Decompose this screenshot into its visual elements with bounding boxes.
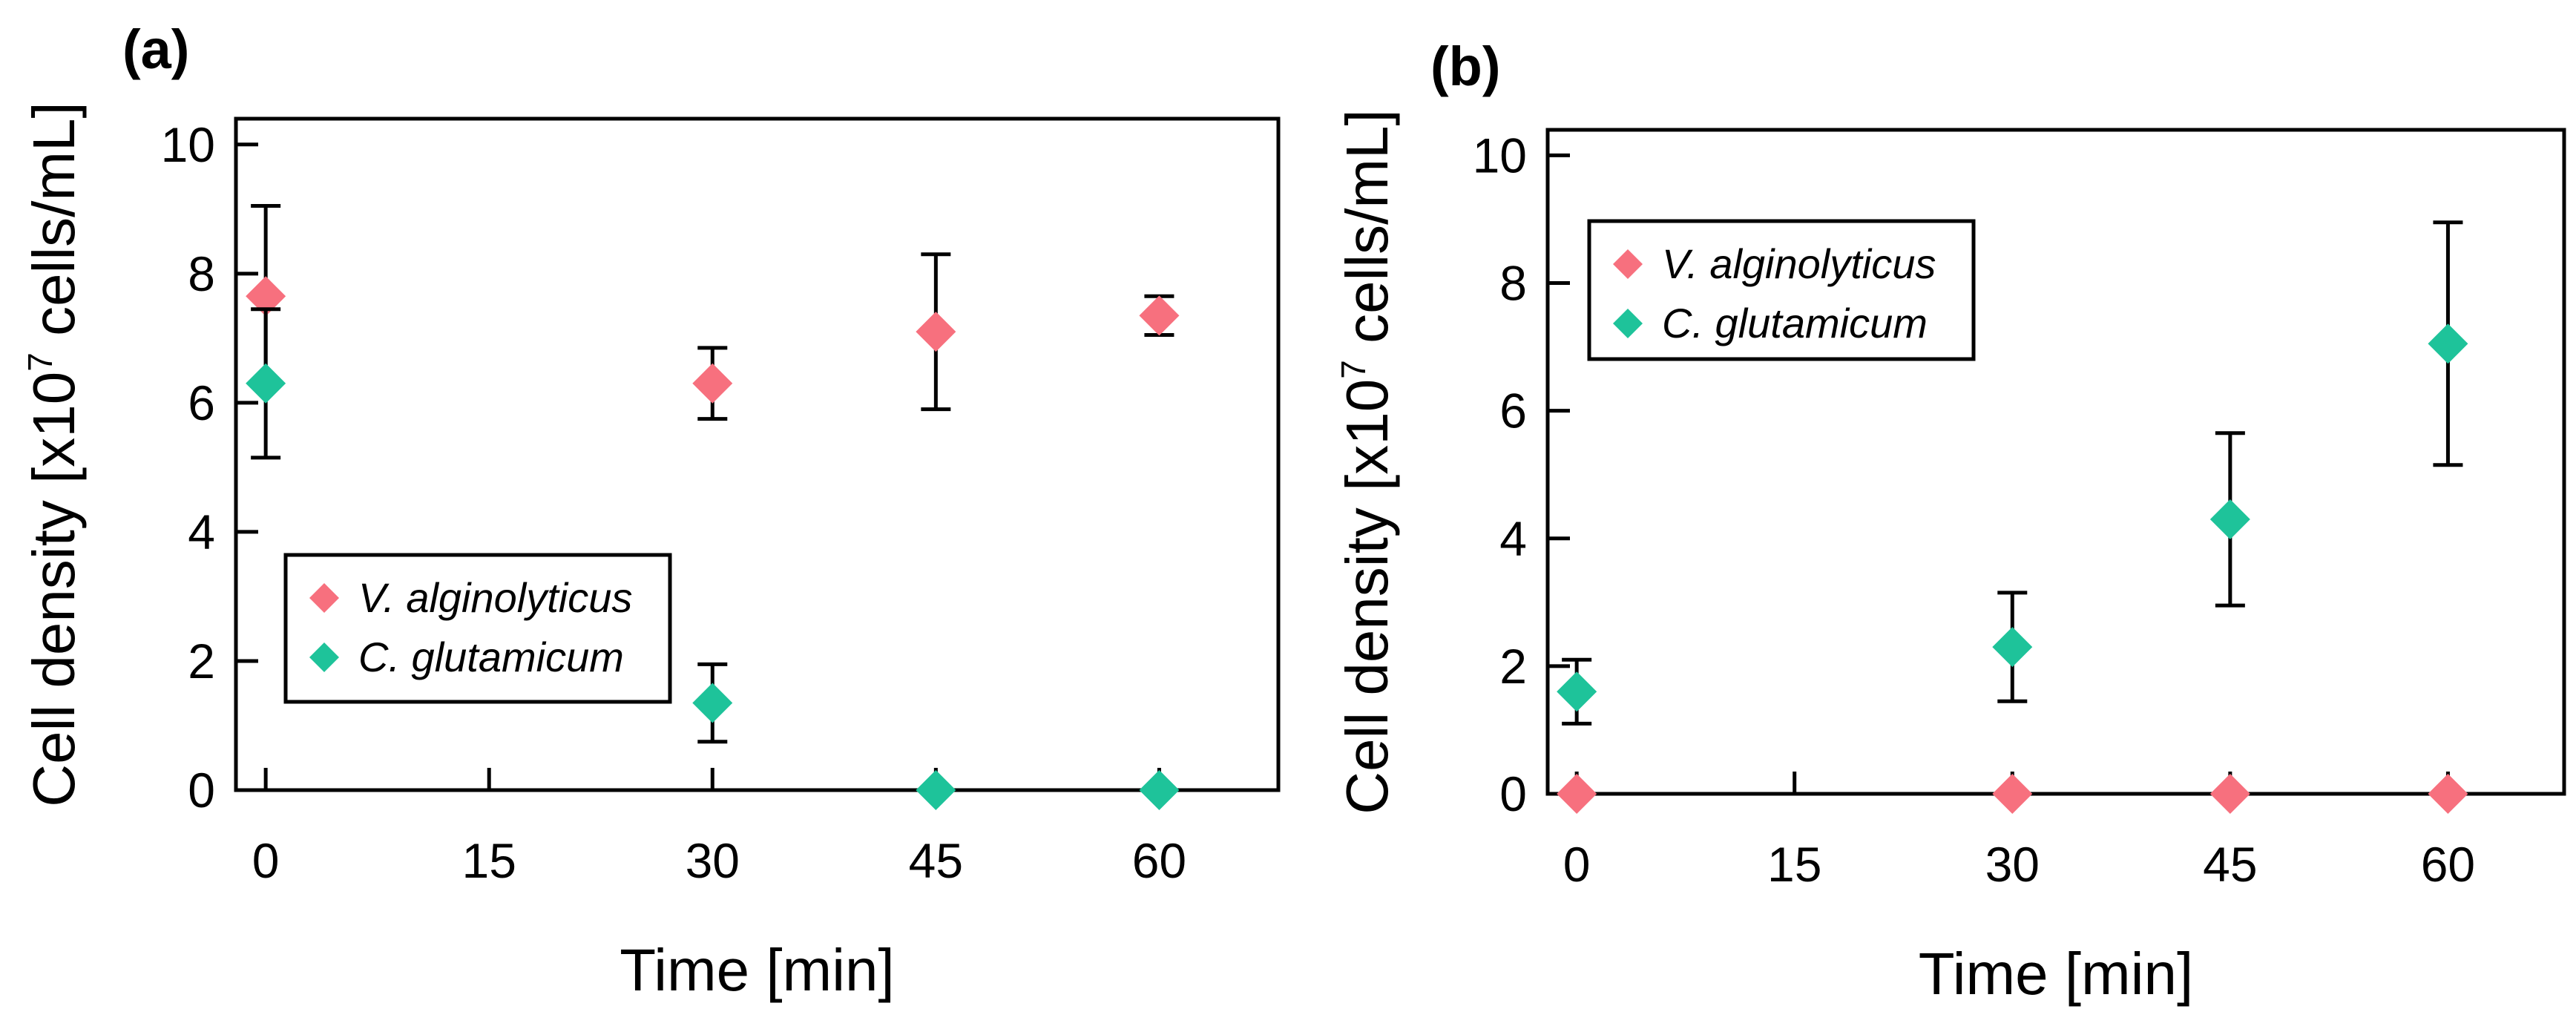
data-point <box>246 276 286 317</box>
x-axis-label: Time [min] <box>620 937 894 1003</box>
y-tick-label: 6 <box>188 375 215 430</box>
y-tick-label: 8 <box>188 246 215 301</box>
data-point <box>2209 499 2250 539</box>
y-axis-label-suffix: cells/mL] <box>21 102 87 352</box>
y-axis-label-exponent: 7 <box>1334 360 1373 379</box>
data-point <box>692 363 733 404</box>
y-tick-label: 0 <box>188 763 215 818</box>
data-point <box>916 770 956 810</box>
y-axis-label-exponent: 7 <box>21 352 59 372</box>
data-point <box>1557 774 1597 814</box>
legend-marker <box>1613 249 1643 279</box>
y-tick-label: 2 <box>1499 639 1527 694</box>
y-axis-label-suffix: cells/mL] <box>1334 109 1400 360</box>
x-tick-label: 30 <box>1985 837 2040 892</box>
y-axis-label: Cell density [x107 cells/mL] <box>21 102 87 806</box>
series-c-glutamicum <box>246 307 1180 810</box>
legend-label: V. alginolyticus <box>1662 240 1936 287</box>
panel-label: (a) <box>122 19 189 80</box>
legend-label: C. glutamicum <box>358 634 624 680</box>
x-axis-label: Time [min] <box>1919 941 2193 1007</box>
data-point <box>1992 627 2033 668</box>
y-axis-label: Cell density [x107 cells/mL] <box>1334 109 1400 814</box>
y-tick-label: 10 <box>1473 128 1527 183</box>
y-axis-label-prefix: Cell density [x10 <box>1334 379 1400 815</box>
legend: V. alginolyticus C. glutamicum <box>1587 219 1976 361</box>
series-v-alginolyticus <box>1557 774 2468 814</box>
chart-panel-a: (a) 0 15 30 45 60 0 2 4 6 8 10 Time [min] Cell densit… <box>21 19 1281 1003</box>
data-point <box>2209 774 2250 814</box>
legend-label: C. glutamicum <box>1662 300 1928 346</box>
x-tick-label: 60 <box>1132 833 1186 888</box>
y-tick-label: 10 <box>161 117 215 172</box>
legend-box <box>283 553 672 704</box>
y-axis-label-prefix: Cell density [x10 <box>21 372 87 807</box>
legend-marker <box>1613 309 1643 338</box>
x-tick-label: 45 <box>2203 837 2257 892</box>
legend-marker <box>309 642 339 672</box>
series-v-alginolyticus <box>246 203 1180 421</box>
x-tick-label: 0 <box>1563 837 1591 892</box>
legend-box <box>1587 219 1976 361</box>
series-c-glutamicum <box>1557 220 2468 726</box>
y-tick-label: 6 <box>1499 384 1527 438</box>
y-tick-label: 0 <box>1499 766 1527 821</box>
y-tick-label: 2 <box>188 634 215 688</box>
data-point <box>916 312 956 352</box>
data-point <box>1139 770 1180 810</box>
x-tick-label: 15 <box>462 833 516 888</box>
x-tick-label: 60 <box>2421 837 2475 892</box>
data-point <box>1139 295 1180 336</box>
data-point <box>692 683 733 723</box>
data-point <box>2428 774 2468 814</box>
x-tick-label: 45 <box>909 833 963 888</box>
data-point <box>1992 774 2033 814</box>
data-point <box>246 363 286 404</box>
x-tick-label: 15 <box>1767 837 1821 892</box>
x-tick-label: 30 <box>686 833 740 888</box>
x-tick-label: 0 <box>252 833 280 888</box>
y-tick-label: 4 <box>1499 511 1527 566</box>
y-tick-label: 4 <box>188 504 215 559</box>
data-point <box>2428 323 2468 364</box>
legend-label: V. alginolyticus <box>358 574 632 621</box>
y-tick-label: 8 <box>1499 256 1527 311</box>
panel-label: (b) <box>1430 36 1501 97</box>
chart-panel-b: (b) 0 15 30 45 60 0 2 4 6 8 10 Time [min] Cell densit… <box>1334 36 2566 1007</box>
plot-frame <box>1545 128 2566 796</box>
data-point <box>1557 671 1597 712</box>
plot-frame <box>234 116 1281 792</box>
legend-marker <box>309 583 339 613</box>
legend: V. alginolyticus C. glutamicum <box>283 553 672 704</box>
